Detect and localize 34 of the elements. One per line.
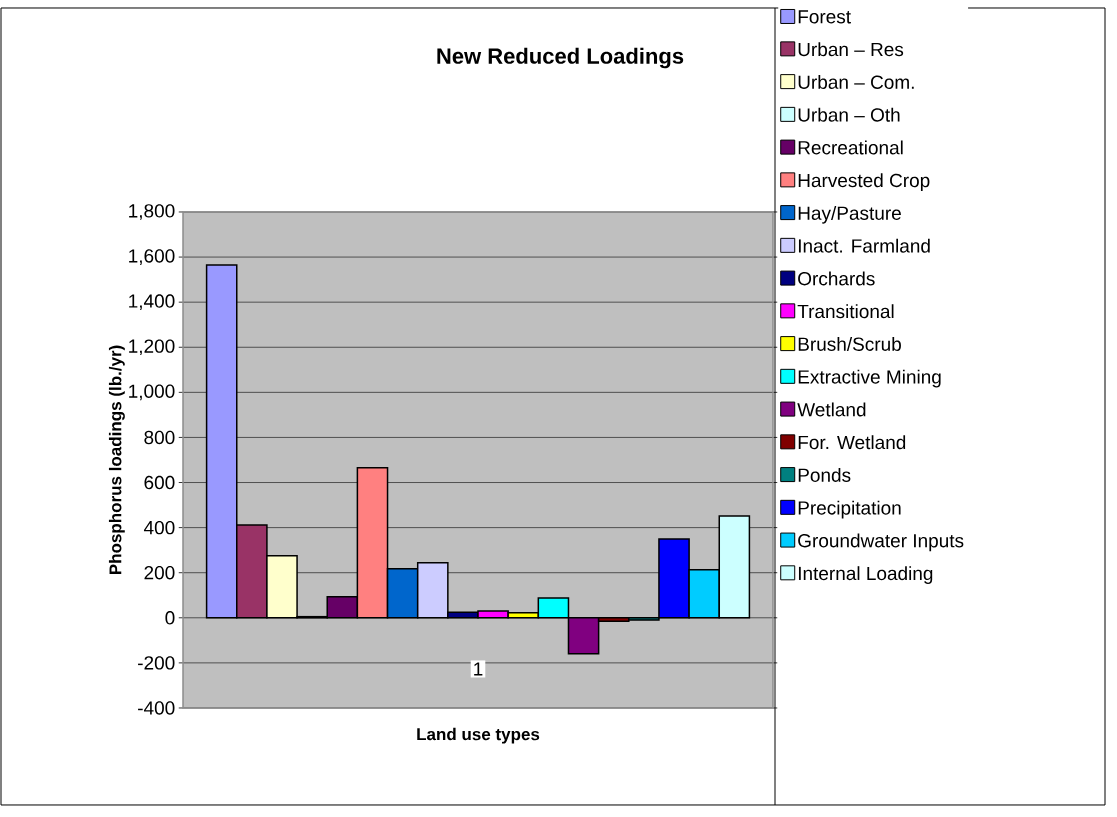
legend-label: Hay/Pasture	[798, 205, 901, 224]
legend-label: Forest	[798, 10, 851, 24]
legend-label: Internal Loading	[798, 566, 933, 584]
y-axis-title: Phosphorus loadings (lb./yr)	[108, 345, 125, 575]
legend-label: Harvested Crop	[798, 173, 930, 191]
legend-label: Recreational	[798, 140, 903, 155]
legend-label: Extractive Mining	[798, 369, 941, 388]
legend-label: Orchards	[798, 271, 875, 286]
y-tick-label: 0	[165, 611, 175, 625]
legend-label: Inact. Farmland	[798, 238, 930, 253]
legend-label: For. Wetland	[798, 435, 906, 450]
legend-label: Brush/Scrub	[798, 336, 901, 351]
y-tick-label: 1,600	[129, 249, 175, 265]
y-tick-label: 400	[143, 520, 175, 535]
x-axis-title: Land use types	[417, 727, 540, 744]
chart-title: New Reduced Loadings	[437, 47, 684, 69]
legend-label: Precipitation	[798, 500, 901, 519]
y-tick-label: 200	[144, 565, 175, 580]
legend-label: Ponds	[798, 467, 851, 482]
legend-label: Urban – Oth	[798, 107, 900, 122]
y-tick-label: 1,800	[129, 204, 175, 220]
legend-label: Groundwater Inputs	[798, 533, 964, 552]
legend-label: Wetland	[797, 402, 866, 417]
legend-label: Urban – Res	[798, 42, 904, 57]
y-tick-label: 600	[144, 475, 175, 490]
x-tick-label: 1	[474, 662, 483, 676]
legend-label: Urban – Com.	[798, 74, 914, 89]
y-tick-label: -200	[138, 656, 175, 670]
y-tick-label: 1,000	[129, 384, 175, 401]
legend-label: Transitional	[797, 304, 894, 319]
y-tick-label: 1,400	[129, 294, 175, 311]
y-tick-label: 1,200	[129, 339, 175, 356]
y-tick-label: 800	[144, 430, 175, 445]
y-tick-label: -400	[138, 701, 175, 715]
